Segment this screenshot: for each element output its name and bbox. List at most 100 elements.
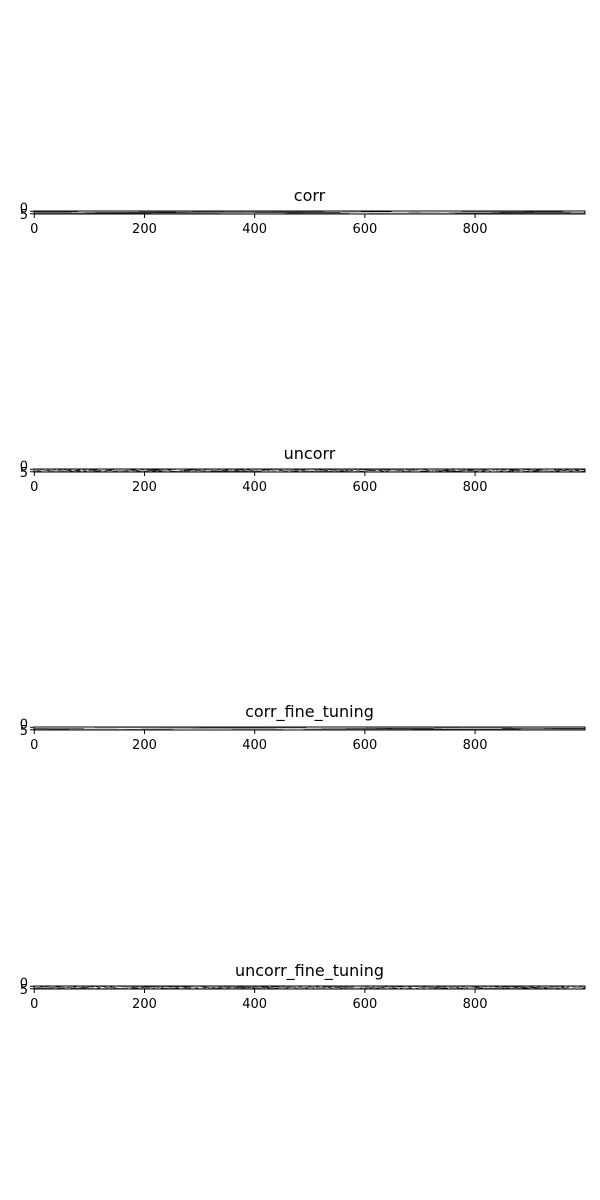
- heatmap-cell: [61, 470, 64, 472]
- heatmap-cell: [308, 986, 312, 988]
- heatmap-cell: [114, 987, 118, 989]
- heatmap-cell: [281, 470, 284, 472]
- heatmap-cell: [527, 988, 532, 989]
- heatmap-cell: [495, 987, 500, 989]
- heatmap-cell: [463, 469, 466, 471]
- heatmap-cell: [285, 986, 287, 988]
- heatmap-cell: [437, 988, 442, 989]
- x-tick-label: 600: [352, 997, 377, 1012]
- heatmap-cell: [389, 469, 393, 471]
- heatmap-cell: [183, 987, 187, 989]
- heatmap-cell: [195, 469, 198, 471]
- heatmap-cell: [111, 987, 115, 988]
- heatmap-cell: [313, 987, 317, 989]
- heatmap-cell: [227, 470, 230, 471]
- heatmap-cell: [341, 469, 345, 471]
- heatmap-cell: [64, 986, 68, 988]
- heatmap-cell: [469, 471, 473, 472]
- heatmap-cell: [230, 988, 234, 989]
- heatmap-cell: [170, 986, 174, 988]
- heatmap-cell: [118, 471, 123, 472]
- heatmap-cell: [114, 470, 119, 471]
- heatmap-cell: [479, 470, 483, 471]
- heatmap-cell: [197, 987, 201, 989]
- heatmap-cell: [43, 470, 46, 471]
- heatmap-cell: [487, 987, 491, 988]
- heatmap-cell: [265, 470, 268, 471]
- heatmap-cell: [110, 987, 113, 989]
- heatmap-cell: [344, 987, 346, 989]
- heatmap-cell: [223, 471, 226, 472]
- heatmap-cell: [517, 987, 521, 988]
- heatmap-cell: [382, 469, 387, 471]
- heatmap-cell: [197, 471, 201, 472]
- heatmap-cell: [41, 986, 45, 988]
- heatmap-cell: [425, 988, 430, 989]
- heatmap-cell: [87, 988, 89, 989]
- heatmap-cell: [452, 471, 455, 472]
- heatmap-cell: [198, 727, 269, 729]
- heatmap-cell: [359, 470, 361, 472]
- heatmap-cell: [189, 470, 192, 472]
- heatmap-cell: [573, 988, 577, 989]
- heatmap-cell: [113, 986, 118, 988]
- heatmap-cell: [414, 471, 419, 472]
- heatmap-cell: [313, 471, 317, 472]
- heatmap-cell: [426, 987, 429, 989]
- heatmap-cell: [397, 986, 402, 988]
- heatmap-cell: [51, 471, 55, 472]
- heatmap-cell: [270, 986, 275, 988]
- heatmap-cell: [370, 729, 393, 730]
- heatmap-cell: [181, 470, 183, 472]
- heatmap-cell: [158, 987, 161, 988]
- heatmap-cell: [340, 470, 345, 472]
- heatmap-cell: [80, 469, 83, 471]
- heatmap-cell: [256, 470, 258, 471]
- heatmap-cell: [538, 470, 541, 472]
- heatmap-cell: [67, 471, 71, 472]
- heatmap-cell: [273, 987, 275, 988]
- heatmap-cell: [479, 988, 482, 989]
- heatmap-cell: [462, 987, 464, 989]
- heatmap-cell: [458, 470, 461, 471]
- heatmap-cell: [474, 471, 479, 472]
- heatmap-cell: [471, 470, 476, 471]
- heatmap-cell: [503, 470, 507, 471]
- heatmap-cell: [352, 987, 354, 989]
- heatmap-cell: [190, 470, 193, 471]
- heatmap-cell: [533, 471, 537, 472]
- heatmap-cell: [305, 986, 307, 988]
- heatmap-cell: [559, 471, 564, 472]
- x-tick-label: 200: [132, 738, 157, 753]
- heatmap-cell: [332, 471, 337, 472]
- heatmap-cell: [182, 471, 185, 472]
- heatmap-cell: [276, 987, 280, 988]
- heatmap-cell: [460, 470, 464, 472]
- heatmap-cell: [582, 470, 585, 472]
- heatmap-cell: [452, 469, 455, 471]
- heatmap-cell: [509, 470, 512, 472]
- heatmap-cell: [531, 471, 534, 472]
- heatmap-cell: [259, 470, 261, 472]
- heatmap-cell: [493, 471, 497, 472]
- heatmap-cell: [372, 988, 376, 989]
- heatmap-cell: [482, 988, 484, 989]
- heatmap-cell: [219, 469, 223, 471]
- chart-title: uncorr_fine_tuning: [235, 961, 384, 981]
- heatmap-cell: [402, 987, 407, 988]
- heatmap-cell: [450, 987, 455, 989]
- heatmap-cell: [535, 471, 539, 472]
- heatmap-cell: [378, 988, 381, 989]
- heatmap-cell: [470, 469, 474, 471]
- heatmap-cell: [553, 470, 556, 472]
- heatmap-cell: [340, 987, 342, 988]
- heatmap-cell: [555, 470, 560, 472]
- heatmap-cell: [325, 471, 328, 472]
- heatmap-cell: [106, 469, 108, 471]
- heatmap-cell: [339, 471, 344, 472]
- heatmap-cell: [246, 469, 250, 471]
- heatmap-cell: [580, 988, 582, 989]
- heatmap-cell: [558, 987, 561, 989]
- heatmap-cell: [567, 987, 569, 988]
